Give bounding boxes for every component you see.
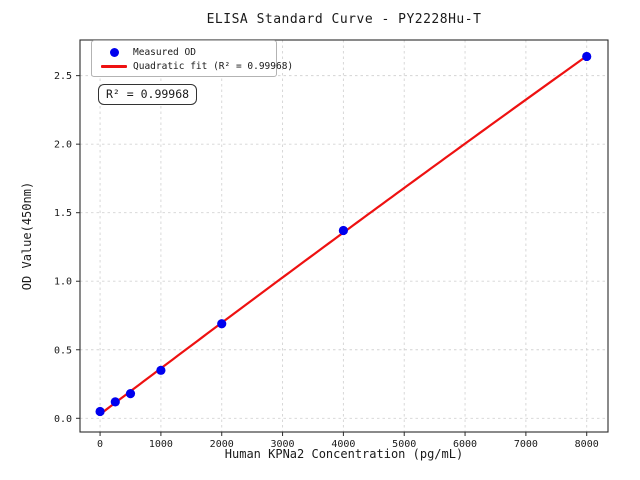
legend-swatch-cell	[99, 47, 129, 57]
fit-line-icon	[101, 64, 127, 68]
svg-text:5000: 5000	[392, 439, 416, 450]
svg-text:1000: 1000	[149, 439, 173, 450]
scatter-marker-icon	[109, 47, 119, 57]
svg-text:8000: 8000	[575, 439, 599, 450]
svg-text:3000: 3000	[271, 439, 295, 450]
svg-text:2.5: 2.5	[54, 71, 72, 82]
svg-text:4000: 4000	[331, 439, 355, 450]
svg-text:0.0: 0.0	[54, 414, 72, 425]
legend-item-quadratic-fit: Quadratic fit (R² = 0.99968)	[99, 59, 293, 73]
legend-label-quadratic-fit: Quadratic fit (R² = 0.99968)	[133, 60, 294, 72]
svg-text:0.5: 0.5	[54, 345, 72, 356]
svg-text:1.0: 1.0	[54, 277, 72, 288]
svg-text:2.0: 2.0	[54, 140, 72, 151]
x-axis-label: Human KPNa2 Concentration (pg/mL)	[224, 447, 464, 461]
svg-text:6000: 6000	[453, 439, 477, 450]
legend: Measured OD Quadratic fit (R² = 0.99968)	[91, 40, 293, 77]
chart-title: ELISA Standard Curve - PY2228Hu-T	[206, 12, 482, 27]
r-squared-annotation: R² = 0.99968	[98, 84, 198, 105]
legend-item-measured-od: Measured OD	[99, 45, 269, 59]
legend-swatch-cell	[99, 64, 129, 68]
legend-label-measured-od: Measured OD	[133, 46, 196, 58]
svg-text:2000: 2000	[210, 439, 234, 450]
y-axis-label: OD Value(450nm)	[20, 181, 34, 291]
svg-text:0: 0	[97, 439, 103, 450]
svg-text:7000: 7000	[514, 439, 538, 450]
svg-text:1.5: 1.5	[54, 208, 72, 219]
